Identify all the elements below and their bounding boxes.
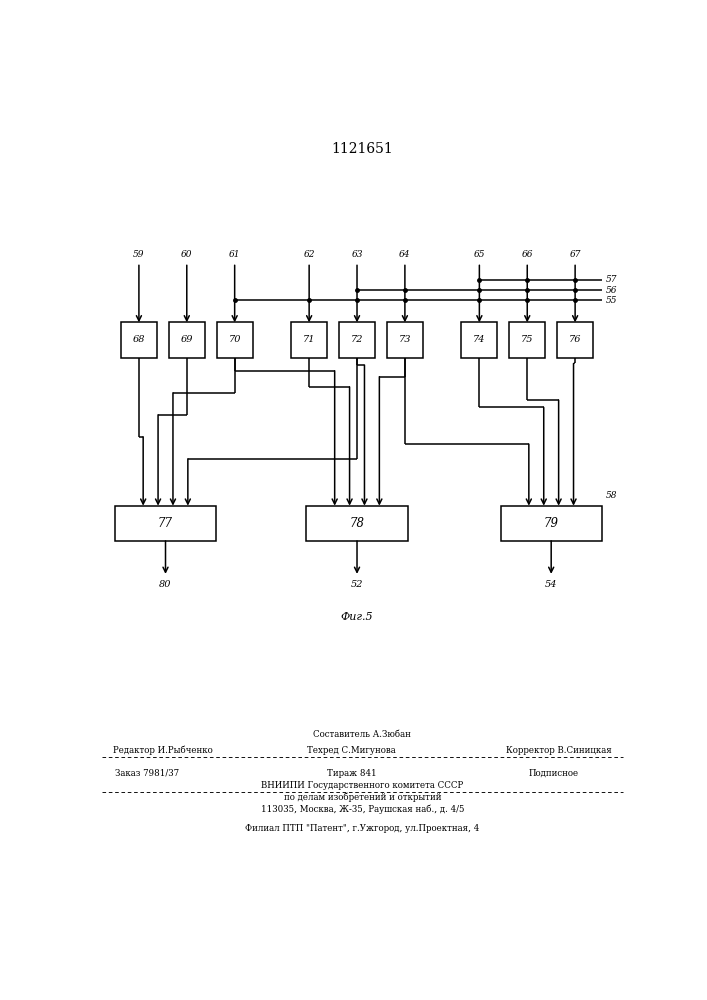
Text: 64: 64 bbox=[399, 250, 411, 259]
Bar bbox=[306, 506, 407, 541]
Bar bbox=[216, 322, 253, 358]
Text: 62: 62 bbox=[303, 250, 315, 259]
Text: 60: 60 bbox=[181, 250, 192, 259]
Bar bbox=[169, 322, 205, 358]
Text: 78: 78 bbox=[349, 517, 365, 530]
Bar bbox=[509, 322, 545, 358]
Text: 66: 66 bbox=[522, 250, 533, 259]
Text: Составитель А.Зюбан: Составитель А.Зюбан bbox=[313, 730, 411, 739]
Text: 74: 74 bbox=[473, 336, 486, 344]
Text: 71: 71 bbox=[303, 336, 315, 344]
Text: Тираж 841: Тираж 841 bbox=[327, 769, 377, 778]
Text: 72: 72 bbox=[351, 336, 363, 344]
Text: 77: 77 bbox=[158, 517, 173, 530]
Text: Корректор В.Синицкая: Корректор В.Синицкая bbox=[506, 746, 612, 755]
Text: 79: 79 bbox=[544, 517, 559, 530]
Text: 61: 61 bbox=[229, 250, 240, 259]
Bar bbox=[557, 322, 593, 358]
Text: 70: 70 bbox=[228, 336, 241, 344]
Text: Редактор И.Рыбченко: Редактор И.Рыбченко bbox=[113, 746, 213, 755]
Text: Филиал ПТП "Патент", г.Ужгород, ул.Проектная, 4: Филиал ПТП "Патент", г.Ужгород, ул.Проек… bbox=[245, 824, 479, 833]
Text: 63: 63 bbox=[351, 250, 363, 259]
Text: 68: 68 bbox=[133, 336, 145, 344]
Text: Подписное: Подписное bbox=[529, 769, 579, 778]
Text: 75: 75 bbox=[521, 336, 534, 344]
Text: 69: 69 bbox=[180, 336, 193, 344]
Text: Фиг.5: Фиг.5 bbox=[341, 612, 373, 622]
Bar bbox=[339, 322, 375, 358]
Text: 76: 76 bbox=[569, 336, 581, 344]
Bar bbox=[291, 322, 327, 358]
Bar bbox=[121, 322, 157, 358]
Text: 1121651: 1121651 bbox=[332, 142, 393, 156]
Text: 54: 54 bbox=[545, 580, 557, 589]
Text: 52: 52 bbox=[351, 580, 363, 589]
Text: 73: 73 bbox=[399, 336, 411, 344]
Text: Техред С.Мигунова: Техред С.Мигунова bbox=[308, 746, 396, 755]
Text: по делам изобретений и открытий: по делам изобретений и открытий bbox=[284, 793, 441, 802]
Bar bbox=[501, 506, 602, 541]
Text: 65: 65 bbox=[474, 250, 485, 259]
Text: 58: 58 bbox=[605, 491, 617, 500]
Text: 113035, Москва, Ж-35, Раушская наб., д. 4/5: 113035, Москва, Ж-35, Раушская наб., д. … bbox=[261, 805, 464, 814]
Text: 67: 67 bbox=[569, 250, 581, 259]
Text: ВНИИПИ Государственного комитета СССР: ВНИИПИ Государственного комитета СССР bbox=[261, 781, 464, 790]
Bar bbox=[387, 322, 423, 358]
Bar bbox=[115, 506, 216, 541]
Text: 80: 80 bbox=[159, 580, 172, 589]
Text: 57: 57 bbox=[605, 275, 617, 284]
Text: 59: 59 bbox=[133, 250, 145, 259]
Text: Заказ 7981/37: Заказ 7981/37 bbox=[115, 769, 179, 778]
Text: 56: 56 bbox=[605, 286, 617, 295]
Bar bbox=[461, 322, 498, 358]
Text: 55: 55 bbox=[605, 296, 617, 305]
